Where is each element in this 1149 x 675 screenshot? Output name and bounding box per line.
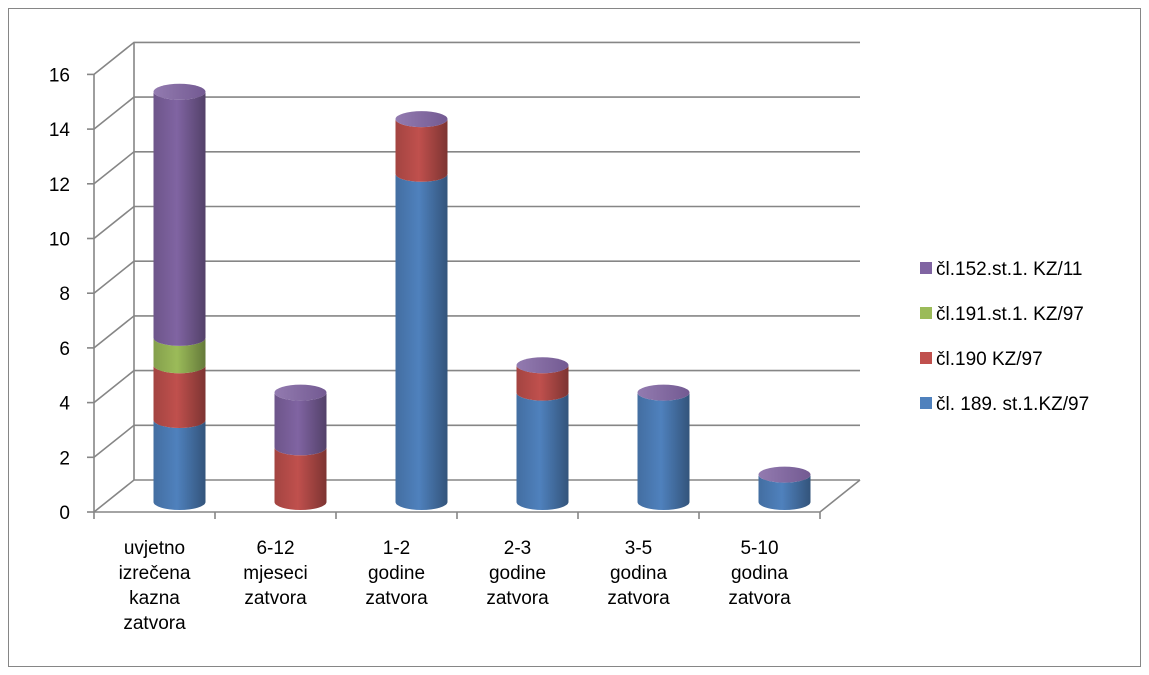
y-tick-label: 0 — [59, 503, 70, 524]
bar-segment — [153, 419, 206, 510]
category-label: uvjetno izrečena kazna zatvora — [119, 538, 191, 634]
gridline — [93, 479, 860, 513]
bar-segment — [637, 392, 690, 510]
gridlines — [93, 41, 860, 513]
y-tick-label: 6 — [59, 339, 70, 360]
y-tick-labels: 0 2 4 6 8 10 12 14 16 — [49, 65, 71, 524]
gridline — [93, 151, 860, 185]
gridline — [93, 369, 860, 404]
axes — [87, 42, 861, 519]
category-labels: uvjetno izrečena kazna zatvora 6-12 mjeseci za… — [119, 538, 791, 634]
gridline — [93, 315, 860, 349]
bar-top — [153, 83, 206, 100]
bar-segment — [395, 119, 448, 182]
gridline — [93, 424, 860, 458]
bar-segment — [395, 173, 448, 510]
legend-swatch — [920, 352, 932, 364]
bar-segment — [274, 447, 327, 510]
bar-top — [274, 384, 327, 401]
category-label: 2-3 godine zatvora — [486, 538, 549, 609]
y-tick-label: 10 — [49, 230, 70, 251]
bar-top — [758, 466, 811, 483]
floor-edge — [94, 479, 861, 513]
y-tick-label: 12 — [49, 175, 70, 196]
bar-segment — [153, 337, 206, 374]
bar-top — [637, 384, 690, 401]
bar-segment — [153, 91, 206, 346]
bar-segment — [516, 365, 569, 401]
category-label: 3-5 godina zatvora — [607, 538, 670, 609]
gridline — [93, 205, 860, 240]
category-label: 1-2 godine zatvora — [365, 538, 428, 609]
bar-segment — [758, 474, 811, 510]
legend-swatch — [920, 397, 932, 409]
legend-label: čl.190 KZ/97 — [936, 349, 1043, 370]
y-tick-label: 16 — [49, 65, 70, 86]
legend: čl.152.st.1. KZ/11 čl.191.st.1. KZ/97 čl.1… — [920, 259, 1089, 415]
chart-border — [8, 8, 1141, 667]
bar-top — [516, 357, 569, 374]
y-tick-label: 4 — [59, 394, 70, 415]
bar-top — [395, 111, 448, 128]
legend-label: čl. 189. st.1.KZ/97 — [936, 394, 1089, 415]
bar-segment — [274, 392, 327, 456]
legend-swatch — [920, 262, 932, 274]
legend-label: čl.152.st.1. KZ/11 — [936, 259, 1082, 280]
bar-segment — [153, 365, 206, 428]
bar-segment — [516, 392, 569, 510]
bars — [153, 83, 811, 510]
legend-swatch — [920, 307, 932, 319]
legend-label: čl.191.st.1. KZ/97 — [936, 304, 1084, 325]
gridline — [93, 41, 860, 76]
y-tick-label: 8 — [59, 284, 70, 305]
gridline — [93, 96, 860, 130]
category-label: 5-10 godina zatvora — [728, 538, 791, 609]
y-tick-label: 14 — [49, 120, 71, 141]
gridline — [93, 260, 860, 294]
y-tick-label: 2 — [59, 448, 70, 469]
category-label: 6-12 mjeseci zatvora — [243, 538, 307, 609]
